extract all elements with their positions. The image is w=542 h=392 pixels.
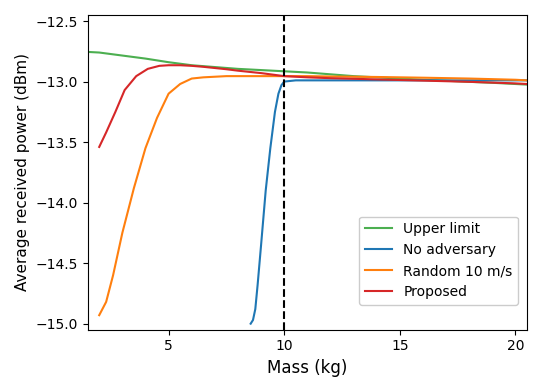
Random 10 m/s [131,186,137,191]
Proposed [145,67,151,71]
Upper limit [466,80,473,84]
No adversary [267,146,274,151]
Random 10 m/s [96,313,102,318]
Proposed [524,82,530,86]
Random 10 m/s [142,146,149,151]
Random 10 m/s [177,82,183,86]
Upper limit [327,72,334,77]
No adversary [466,78,473,83]
Upper limit [281,69,287,74]
Proposed [466,80,473,84]
Upper limit [235,67,241,71]
No adversary [397,78,403,83]
Proposed [258,71,264,75]
Random 10 m/s [373,74,380,79]
Random 10 m/s [154,116,160,120]
Random 10 m/s [165,91,172,96]
Random 10 m/s [512,77,519,82]
Proposed [373,77,380,82]
Random 10 m/s [466,76,473,81]
Random 10 m/s [211,74,218,79]
No adversary [327,78,334,83]
No adversary [293,78,299,83]
No adversary [304,78,311,83]
Random 10 m/s [200,75,207,80]
No adversary [373,78,380,83]
No adversary [250,318,256,322]
Upper limit [304,70,311,75]
No adversary [254,283,261,287]
Upper limit [489,80,495,85]
Proposed [177,63,183,67]
Proposed [304,75,311,80]
Random 10 m/s [281,74,287,78]
Upper limit [443,78,449,83]
Proposed [200,64,207,69]
Upper limit [420,77,426,82]
Proposed [211,66,218,71]
Random 10 m/s [258,74,264,78]
Proposed [281,74,287,78]
Random 10 m/s [420,75,426,80]
Upper limit [524,82,530,87]
Random 10 m/s [304,74,311,78]
Upper limit [350,74,357,78]
No adversary [420,78,426,83]
No adversary [278,83,285,87]
Proposed [327,76,334,80]
Random 10 m/s [119,230,126,235]
Random 10 m/s [235,74,241,78]
Upper limit [211,65,218,69]
No adversary [512,78,519,83]
Random 10 m/s [327,74,334,79]
Line: Proposed: Proposed [99,65,527,147]
Proposed [512,81,519,86]
No adversary [350,78,357,83]
No adversary [281,79,287,84]
Proposed [96,145,102,149]
No adversary [258,243,264,247]
Random 10 m/s [110,273,117,278]
Upper limit [165,60,172,65]
Upper limit [258,68,264,73]
No adversary [489,78,495,83]
Legend: Upper limit, No adversary, Random 10 m/s, Proposed: Upper limit, No adversary, Random 10 m/s… [359,217,518,305]
Random 10 m/s [103,299,109,304]
Proposed [112,109,119,114]
No adversary [252,307,259,312]
Upper limit [397,76,403,81]
Upper limit [373,75,380,80]
Random 10 m/s [189,76,195,81]
Upper limit [512,82,519,86]
Upper limit [96,50,102,55]
X-axis label: Mass (kg): Mass (kg) [267,359,347,377]
No adversary [275,91,282,96]
Proposed [133,74,139,78]
Y-axis label: Average received power (dBm): Average received power (dBm) [15,53,30,291]
Random 10 m/s [524,78,530,83]
Line: Random 10 m/s: Random 10 m/s [99,76,527,315]
Random 10 m/s [223,74,230,78]
No adversary [247,321,254,326]
Upper limit [119,53,126,58]
Proposed [189,64,195,68]
Upper limit [85,49,91,54]
Proposed [165,63,172,67]
Upper limit [189,63,195,67]
Proposed [156,64,163,68]
No adversary [272,109,278,114]
No adversary [443,78,449,83]
Line: No adversary: No adversary [250,80,527,324]
Line: Upper limit: Upper limit [88,52,527,85]
No adversary [262,188,269,193]
Proposed [420,78,426,83]
Upper limit [142,56,149,61]
Proposed [223,67,230,72]
Proposed [121,88,128,93]
Proposed [235,68,241,73]
Proposed [103,130,109,135]
No adversary [524,78,530,83]
